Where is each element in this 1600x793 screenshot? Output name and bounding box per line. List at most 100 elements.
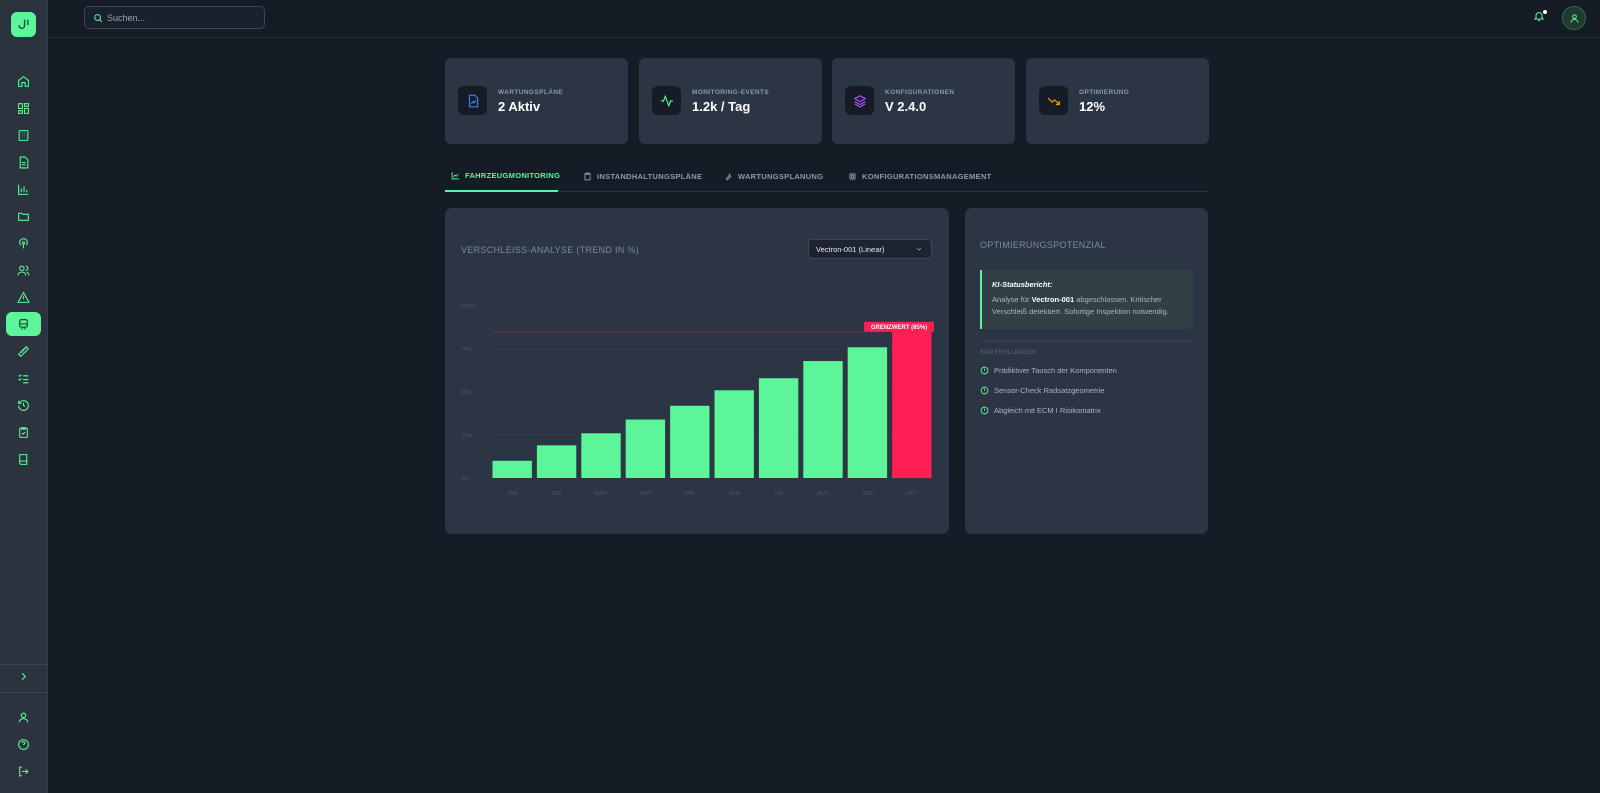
stat-value: 2 Aktiv bbox=[498, 99, 541, 114]
chart-bar bbox=[625, 419, 666, 478]
chevron-right-icon bbox=[18, 671, 29, 682]
bar-chart-icon bbox=[17, 183, 30, 196]
tab-label: WARTUNGSPLANUNG bbox=[738, 171, 824, 181]
recommendation-item: Prädiktiver Tausch der Komponenten bbox=[980, 366, 1117, 375]
wrench-icon bbox=[724, 172, 733, 181]
info-circle-icon bbox=[980, 386, 989, 395]
x-tick-label: SEP bbox=[862, 491, 873, 497]
chart-bar bbox=[758, 378, 799, 478]
chart-bar bbox=[714, 390, 754, 478]
recommendation-item: Sensor-Check Radsatzgeometrie bbox=[980, 386, 1104, 395]
recommendation-item: Abgleich mit ECM I Risikomatrix bbox=[980, 406, 1101, 415]
tab-wartungsplanung[interactable]: WARTUNGSPLANUNG bbox=[724, 160, 823, 192]
select-value: Vectron-001 (Linear) bbox=[816, 244, 885, 254]
nav-broadcast[interactable] bbox=[6, 231, 41, 255]
dashboard-icon bbox=[17, 102, 30, 115]
nav-checklists[interactable] bbox=[6, 420, 41, 444]
nav-logout[interactable] bbox=[6, 759, 41, 783]
tab-label: KONFIGURATIONSMANAGEMENT bbox=[862, 171, 992, 181]
x-tick-label: FEB bbox=[551, 491, 562, 497]
notifications-button[interactable] bbox=[1533, 10, 1547, 24]
recommendations-label: EMPFEHLUNGEN: bbox=[980, 350, 1039, 356]
nav-measurement[interactable] bbox=[6, 339, 41, 363]
x-tick-label: OKT bbox=[906, 491, 918, 497]
y-tick-label: 25% bbox=[461, 433, 472, 439]
ai-status-report: KI-Statusbericht: Analyse für Vectron-00… bbox=[980, 270, 1193, 329]
divider bbox=[980, 341, 1193, 342]
ruler-icon bbox=[17, 345, 30, 358]
stat-label: OPTIMIERUNG bbox=[1079, 89, 1130, 96]
recommendation-text: Abgleich mit ECM I Risikomatrix bbox=[994, 406, 1101, 415]
tab-konfigurationsmanagement[interactable]: KONFIGURATIONSMANAGEMENT bbox=[848, 160, 992, 192]
stat-value: V 2.4.0 bbox=[885, 99, 927, 114]
nav-buildings[interactable] bbox=[6, 123, 41, 147]
threshold-badge bbox=[864, 321, 934, 332]
nav-home[interactable] bbox=[6, 69, 41, 93]
info-circle-icon bbox=[980, 406, 989, 415]
y-tick-label: 75% bbox=[461, 347, 472, 353]
tab-instandhaltungsplaene[interactable]: INSTANDHALTUNGSPLÄNE bbox=[583, 160, 702, 192]
nav-profile[interactable] bbox=[6, 705, 41, 729]
stat-label: KONFIGURATIONEN bbox=[885, 89, 955, 96]
nav-analytics[interactable] bbox=[6, 177, 41, 201]
wear-analysis-panel: VERSCHLEISS-ANALYSE (TREND IN %) Vectron… bbox=[445, 208, 949, 534]
user-icon bbox=[17, 711, 30, 724]
building-icon bbox=[17, 129, 30, 142]
nav-help[interactable] bbox=[6, 732, 41, 756]
tab-bar: FAHRZEUGMONITORING INSTANDHALTUNGSPLÄNE … bbox=[445, 160, 1208, 192]
stat-value: 12% bbox=[1079, 99, 1106, 114]
recommendation-text: Prädiktiver Tausch der Komponenten bbox=[994, 366, 1117, 375]
home-icon bbox=[17, 75, 30, 88]
y-tick-label: 100% bbox=[461, 304, 475, 310]
chart-bar bbox=[847, 347, 888, 478]
sidebar-expand-button[interactable] bbox=[6, 664, 41, 688]
layers-icon bbox=[845, 86, 874, 115]
tab-label: INSTANDHALTUNGSPLÄNE bbox=[597, 171, 703, 181]
tab-fahrzeugmonitoring[interactable]: FAHRZEUGMONITORING bbox=[445, 160, 561, 192]
x-tick-label: AUG bbox=[817, 491, 829, 497]
y-tick-label: 50% bbox=[461, 390, 472, 396]
bell-icon bbox=[1533, 10, 1547, 22]
topbar bbox=[48, 0, 1600, 38]
file-chart-icon bbox=[458, 86, 487, 115]
nav-users[interactable] bbox=[6, 258, 41, 282]
x-tick-label: MAI bbox=[685, 491, 695, 497]
nav-dashboard[interactable] bbox=[6, 96, 41, 120]
info-circle-icon bbox=[980, 366, 989, 375]
vehicle-select[interactable]: Vectron-001 (Linear) bbox=[808, 239, 932, 259]
optimization-panel: OPTIMIERUNGSPOTENZIAL KI-Statusbericht: … bbox=[965, 208, 1208, 534]
y-tick-label: 0% bbox=[461, 476, 469, 482]
notification-dot bbox=[1543, 10, 1547, 14]
stat-label: WARTUNGSPLÄNE bbox=[498, 89, 564, 96]
nav-files[interactable] bbox=[6, 204, 41, 228]
sidebar bbox=[0, 0, 48, 793]
search-input[interactable] bbox=[107, 12, 247, 23]
x-tick-label: JAN bbox=[507, 491, 517, 497]
search-box[interactable] bbox=[84, 6, 265, 29]
help-circle-icon bbox=[17, 738, 30, 751]
wear-bar-chart: 0% 25% 50% 75% 100% JAN FEB MÄR APR MAI JUN JUL AUG S… bbox=[461, 304, 934, 497]
nav-handbook[interactable] bbox=[6, 447, 41, 471]
x-tick-label: JUN bbox=[729, 491, 740, 497]
nav-documents[interactable] bbox=[6, 150, 41, 174]
vehicle-name: Vectron-001 bbox=[1031, 295, 1075, 304]
tab-label: FAHRZEUGMONITORING bbox=[465, 170, 561, 180]
clipboard-check-icon bbox=[17, 426, 30, 439]
app-logo[interactable] bbox=[11, 12, 36, 37]
chart-bar bbox=[803, 361, 843, 478]
nav-tasks[interactable] bbox=[6, 366, 41, 390]
stat-card-optimization: OPTIMIERUNG 12% bbox=[1026, 58, 1209, 144]
chart-bar bbox=[892, 330, 932, 478]
stat-value: 1.2k / Tag bbox=[692, 99, 751, 114]
podcast-icon bbox=[17, 237, 30, 250]
chevron-down-icon bbox=[915, 245, 923, 253]
list-checks-icon bbox=[17, 372, 30, 385]
x-tick-label: APR bbox=[640, 491, 651, 497]
folder-icon bbox=[17, 210, 30, 223]
user-avatar[interactable] bbox=[1562, 6, 1586, 30]
nav-alerts[interactable] bbox=[6, 285, 41, 309]
history-icon bbox=[17, 399, 30, 412]
nav-history[interactable] bbox=[6, 393, 41, 417]
document-icon bbox=[17, 156, 30, 169]
nav-vehicles[interactable] bbox=[6, 312, 41, 336]
